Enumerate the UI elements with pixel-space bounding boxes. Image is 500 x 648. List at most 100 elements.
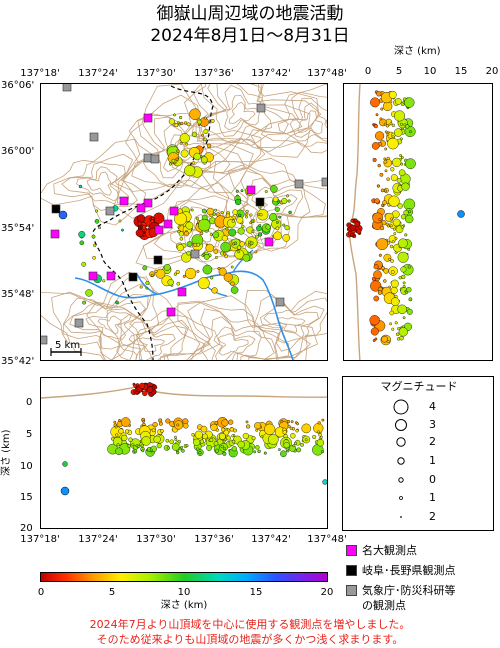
earthquake-marker [318, 433, 322, 437]
earthquake-marker [388, 195, 400, 207]
earthquake-marker [300, 442, 304, 447]
earthquake-marker [389, 322, 392, 326]
earthquake-marker [258, 223, 262, 227]
earthquake-marker [220, 211, 224, 214]
earthquake-marker [304, 438, 308, 442]
earthquake-marker [141, 225, 146, 230]
earthquake-marker [235, 189, 239, 193]
earthquake-marker [189, 108, 201, 120]
earthquake-marker [153, 212, 165, 224]
earthquake-marker [380, 107, 384, 111]
earthquake-marker [206, 445, 213, 451]
earthquake-marker [180, 445, 184, 449]
earthquake-marker [179, 236, 184, 241]
earthquake-marker [383, 122, 387, 126]
station-marker [177, 287, 187, 297]
earthquake-marker [394, 237, 398, 240]
earthquake-marker [137, 214, 146, 223]
earthquake-marker [376, 184, 380, 188]
earthquake-marker [378, 218, 382, 222]
earthquake-marker [182, 274, 186, 278]
earthquake-marker [392, 218, 401, 227]
station-marker [153, 255, 163, 265]
earthquake-marker [389, 122, 393, 126]
scale-label: 5 km [55, 340, 81, 351]
mag-3-symbol [395, 419, 407, 431]
mag-minus1-symbol [399, 496, 403, 500]
earthquake-marker [275, 226, 280, 231]
earthquake-marker [373, 295, 380, 302]
earthquake-marker [259, 213, 263, 217]
bottom-lon-tick-3: 137°30' [136, 534, 176, 545]
earthquake-marker [400, 266, 407, 273]
jma-nied-station-symbol [346, 585, 357, 596]
earthquake-marker [402, 316, 406, 320]
note-line2: そのため従来よりも山頂域の地震が多くかつ浅く求まります。 [96, 633, 404, 646]
earthquake-marker [158, 418, 163, 423]
earthquake-marker [401, 182, 410, 191]
lon-tick-1: 137°18' [20, 68, 60, 79]
earthquake-marker [206, 143, 212, 149]
earthquake-marker [85, 289, 93, 297]
station-marker [255, 197, 265, 207]
bottom-depth-tick-0: 0 [26, 397, 33, 408]
earthquake-marker [174, 438, 178, 442]
earthquake-marker [180, 121, 184, 125]
earthquake-marker [192, 161, 196, 165]
contour-line [118, 314, 189, 360]
bottom-depth-ylabel: 深さ (km) [1, 429, 12, 476]
earthquake-marker [319, 435, 323, 439]
earthquake-marker [288, 210, 292, 215]
earthquake-marker [400, 225, 405, 229]
earthquake-marker [168, 162, 172, 166]
earthquake-marker [277, 200, 281, 204]
bottom-depth-tick-15: 15 [20, 492, 33, 503]
earthquake-marker [394, 128, 403, 137]
earthquake-marker [381, 335, 388, 343]
lat-tick-5: 35°42' [1, 356, 35, 367]
earthquake-marker [133, 384, 137, 388]
earthquake-marker [385, 124, 390, 128]
earthquake-marker [228, 228, 237, 237]
earthquake-marker [241, 224, 245, 228]
earthquake-marker [255, 445, 260, 450]
earthquake-marker [384, 147, 388, 151]
depth-section-ew [40, 377, 328, 529]
earthquake-marker [173, 272, 177, 276]
earthquake-marker [395, 332, 400, 337]
mag-0-symbol [398, 477, 404, 483]
earthquake-marker [392, 227, 396, 231]
earthquake-marker [234, 249, 245, 260]
earthquake-marker [141, 449, 145, 453]
earthquake-marker [383, 279, 387, 283]
earthquake-marker [263, 451, 267, 455]
earthquake-marker [382, 101, 393, 111]
earthquake-marker [244, 213, 248, 216]
earthquake-marker [391, 240, 395, 244]
mag-label-minus2: 2 [429, 510, 436, 523]
map-stations [41, 84, 327, 345]
contour-line [200, 308, 275, 360]
contour-line [187, 302, 290, 360]
ns-earthquakes [346, 90, 465, 346]
station-marker [119, 196, 129, 206]
earthquake-marker [222, 252, 227, 256]
earthquake-marker [374, 198, 380, 204]
earthquake-marker [142, 265, 148, 271]
contour-line [171, 84, 320, 178]
earthquake-marker [273, 231, 282, 241]
mag-minus2-symbol [400, 516, 402, 518]
earthquake-marker [404, 233, 408, 237]
station-marker [128, 272, 138, 282]
station-marker [105, 206, 115, 216]
contour-line [138, 337, 166, 353]
lon-tick-4: 137°36' [194, 68, 234, 79]
earthquake-marker [231, 439, 236, 444]
station-marker [190, 249, 200, 259]
earthquake-marker [116, 443, 120, 447]
mag-label-3: 3 [429, 418, 436, 431]
earthquake-marker [398, 276, 402, 280]
earthquake-marker [152, 421, 158, 428]
earthquake-marker [212, 231, 220, 239]
earthquake-marker [404, 214, 414, 224]
